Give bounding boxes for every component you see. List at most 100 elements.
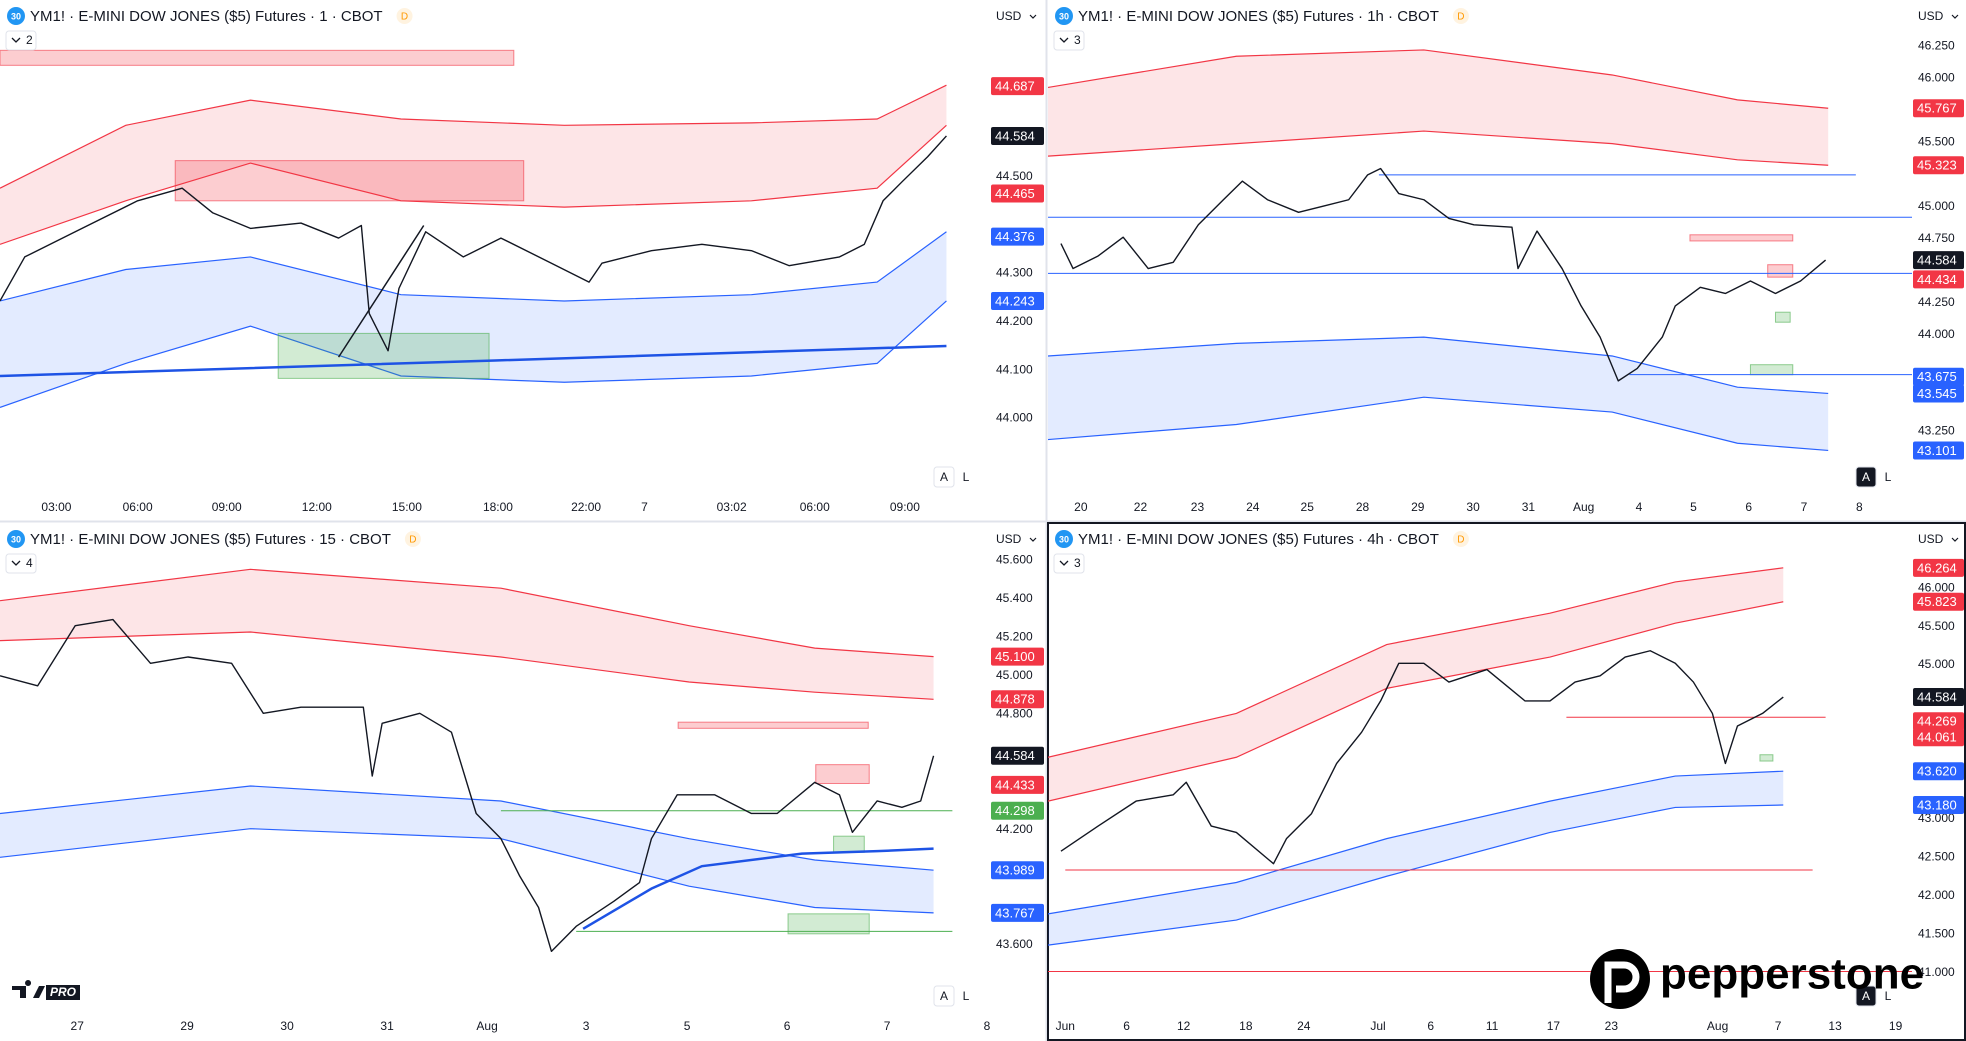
x-tick-label: 6 [784, 1019, 791, 1033]
symbol-badge-label: 30 [11, 11, 21, 21]
x-tick-label: Jul [1370, 1019, 1385, 1033]
price-badge [1913, 728, 1964, 747]
chart-panel: 46.250 46.000 45.500 45.000 44.750 44.250 44.0… [1048, 7, 1964, 514]
price-badge [991, 861, 1044, 880]
auto-scale-button[interactable] [933, 985, 955, 1007]
price-badge-label: 44.376 [995, 229, 1035, 244]
x-tick-label: 24 [1246, 500, 1260, 514]
price-badge-label: 44.878 [995, 692, 1035, 707]
x-tick-label: 23 [1605, 1019, 1619, 1033]
price-badge [991, 291, 1044, 310]
y-tick-label: 45.500 [1918, 619, 1955, 633]
x-tick-label: 31 [1522, 500, 1536, 514]
x-tick-label: Aug [1573, 500, 1594, 514]
x-tick-label: 12:00 [302, 500, 332, 514]
band-edge [1048, 804, 1784, 946]
price-badge [1913, 796, 1964, 815]
chevron [1029, 537, 1037, 542]
x-tick-label: 7 [641, 500, 648, 514]
log-scale-label[interactable]: L [1885, 989, 1892, 1003]
y-tick-label: 46.000 [1918, 580, 1955, 594]
zone [787, 913, 870, 935]
session-badge [1452, 8, 1469, 24]
y-tick-label: 45.600 [996, 553, 1033, 567]
band-edge [1048, 130, 1829, 166]
y-tick-label: 45.500 [1918, 135, 1955, 149]
price-badge [991, 775, 1044, 794]
currency-label: USD [996, 9, 1022, 23]
session-badge-label: D [1457, 12, 1464, 23]
chart-panel: 46.000 45.500 45.000 43.000 42.500 42.000 41.5… [1048, 530, 1964, 1033]
zone [677, 721, 869, 729]
band-edge [0, 231, 947, 302]
currency-label: USD [996, 532, 1022, 546]
y-tick-label: 46.250 [1918, 38, 1955, 52]
price-badge [1913, 99, 1964, 118]
x-tick-label: 17 [1547, 1019, 1561, 1033]
plot-area [1048, 49, 1912, 452]
y-tick-label: 42.000 [1918, 888, 1955, 902]
price-badge-label: 44.434 [1917, 272, 1957, 287]
band-fill [0, 231, 947, 408]
auto-scale-button[interactable] [1855, 985, 1877, 1007]
indicator-count: 3 [1074, 556, 1081, 570]
log-scale-label[interactable]: L [963, 989, 970, 1003]
zone [1749, 364, 1794, 376]
price-badge [1913, 558, 1964, 577]
band-edge [0, 785, 934, 871]
y-tick-label: 43.600 [996, 937, 1033, 951]
zone [815, 764, 870, 784]
y-tick-label: 44.750 [1918, 231, 1955, 245]
symbol-badge-label: 30 [1059, 534, 1069, 544]
indicator-toggle[interactable] [5, 553, 37, 574]
x-tick-label: 30 [280, 1019, 294, 1033]
log-scale-label[interactable]: L [1885, 470, 1892, 484]
band-fill [0, 85, 947, 245]
x-tick-label: 6 [1427, 1019, 1434, 1033]
zone [1767, 264, 1794, 278]
price-badge [1913, 441, 1964, 460]
symbol-badge [7, 530, 25, 548]
x-tick-label: 25 [1301, 500, 1315, 514]
session-badge-label: D [401, 12, 408, 23]
auto-scale-button[interactable] [1855, 466, 1877, 488]
x-tick-label: 19 [1889, 1019, 1903, 1033]
price-line [0, 135, 947, 352]
symbol-badge-label: 30 [11, 534, 21, 544]
x-tick-label: 03:00 [41, 500, 71, 514]
log-scale-label[interactable]: L [963, 470, 970, 484]
x-tick-label: Aug [1707, 1019, 1728, 1033]
session-badge-label: D [1457, 535, 1464, 546]
price-badge-label: 44.243 [995, 293, 1035, 308]
chart-title: YM1! · E-MINI DOW JONES ($5) Futures · 1… [30, 8, 383, 25]
x-tick-label: 09:00 [890, 500, 920, 514]
x-tick-label: 3 [583, 1019, 590, 1033]
price-badge [1913, 251, 1964, 270]
x-tick-label: 4 [1636, 500, 1643, 514]
x-tick-label: 13 [1828, 1019, 1842, 1033]
price-badge-label: 43.180 [1917, 797, 1957, 812]
band-fill [1048, 771, 1784, 946]
chevron [1059, 37, 1069, 43]
price-badge-label: 44.584 [1917, 253, 1957, 268]
y-tick-label: 45.000 [1918, 657, 1955, 671]
auto-scale-button[interactable] [933, 466, 955, 488]
price-badge [991, 801, 1044, 820]
zone [833, 835, 865, 853]
chevron [1059, 560, 1069, 566]
y-tick-label: 45.400 [996, 591, 1033, 605]
indicator-toggle[interactable] [1053, 30, 1085, 51]
x-tick-label: 09:00 [212, 500, 242, 514]
indicator-toggle[interactable] [1053, 553, 1085, 574]
price-badge-label: 44.269 [1917, 714, 1957, 729]
y-tick-label: 44.000 [1918, 327, 1955, 341]
price-badge-label: 43.101 [1917, 443, 1957, 458]
y-tick-label: 41.500 [1918, 926, 1955, 940]
zone [277, 332, 490, 379]
plot-area [0, 49, 947, 408]
indicator-toggle[interactable] [5, 30, 37, 51]
price-badge-label: 45.323 [1917, 158, 1957, 173]
chevron [1951, 537, 1959, 542]
